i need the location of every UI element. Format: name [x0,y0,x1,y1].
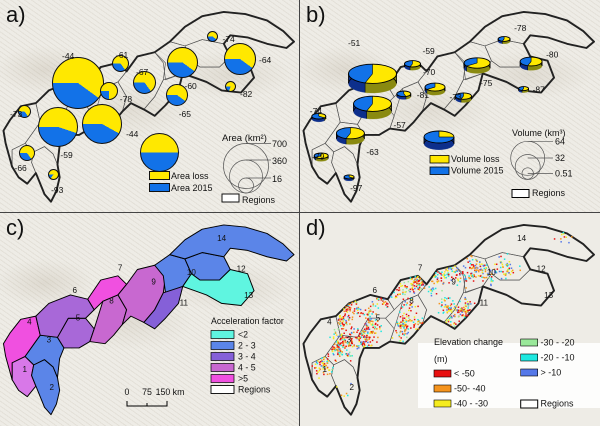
svg-text:11: 11 [180,299,189,308]
svg-text:7: 7 [418,264,423,273]
svg-text:150 km: 150 km [156,387,185,397]
svg-text:6: 6 [373,286,378,295]
svg-text:0.51: 0.51 [555,169,573,179]
svg-text:-40 - -30: -40 - -30 [454,398,488,408]
svg-text:-50- -40: -50- -40 [454,383,486,393]
svg-text:-87: -87 [533,85,546,95]
svg-text:14: 14 [517,234,527,243]
svg-text:-63: -63 [366,147,379,157]
svg-text:-79: -79 [312,152,325,162]
svg-text:-57: -57 [394,120,407,130]
svg-text:Regions: Regions [238,384,271,394]
svg-text:13: 13 [544,291,554,300]
svg-text:3: 3 [47,336,52,345]
svg-text:4 - 5: 4 - 5 [238,362,256,372]
svg-text:-70: -70 [423,67,436,77]
svg-text:(m): (m) [434,354,448,364]
svg-text:-20 - -10: -20 - -10 [541,352,575,362]
svg-text:Volume loss: Volume loss [451,154,500,164]
svg-text:13: 13 [244,291,254,300]
svg-text:-51: -51 [348,38,361,48]
svg-text:Volume 2015: Volume 2015 [451,165,504,175]
svg-text:Elevation change: Elevation change [434,337,503,347]
svg-text:7: 7 [118,264,123,273]
svg-text:Regions: Regions [532,188,566,198]
svg-text:8: 8 [109,296,114,305]
svg-text:-97: -97 [350,183,363,193]
svg-text:-59: -59 [423,46,436,56]
svg-text:5: 5 [76,313,81,322]
svg-text:10: 10 [187,268,197,277]
svg-text:2 - 3: 2 - 3 [238,340,256,350]
svg-text:9: 9 [151,277,156,286]
svg-text:14: 14 [217,234,227,243]
svg-text:-74: -74 [310,106,323,116]
svg-text:Regions: Regions [541,399,575,409]
svg-text:3 - 4: 3 - 4 [238,351,256,361]
svg-text:> -10: > -10 [541,367,562,377]
svg-text:5: 5 [376,313,381,322]
svg-text:64: 64 [555,137,565,147]
svg-text:9: 9 [451,277,456,286]
svg-text:>5: >5 [238,373,248,383]
svg-text:12: 12 [537,265,547,274]
svg-text:4: 4 [327,318,332,327]
svg-text:1: 1 [23,365,28,374]
svg-text:< -50: < -50 [454,368,475,378]
svg-text:10: 10 [487,268,497,277]
svg-text:Acceleration factor: Acceleration factor [211,316,284,326]
svg-text:-80: -80 [546,50,559,60]
svg-text:2: 2 [50,383,55,392]
svg-text:11: 11 [480,299,489,308]
svg-text:-30 - -20: -30 - -20 [541,337,575,347]
svg-text:0: 0 [125,387,130,397]
svg-text:75: 75 [142,387,152,397]
svg-text:6: 6 [73,286,78,295]
svg-text:2: 2 [350,383,355,392]
svg-text:32: 32 [555,153,565,163]
svg-text:8: 8 [409,296,414,305]
svg-text:1: 1 [323,365,328,374]
svg-text:-73: -73 [450,92,463,102]
svg-text:-75: -75 [480,78,493,88]
svg-text:<2: <2 [238,329,248,339]
svg-text:-78: -78 [514,23,527,33]
svg-text:4: 4 [27,318,32,327]
svg-text:3: 3 [347,336,352,345]
svg-text:12: 12 [237,265,247,274]
